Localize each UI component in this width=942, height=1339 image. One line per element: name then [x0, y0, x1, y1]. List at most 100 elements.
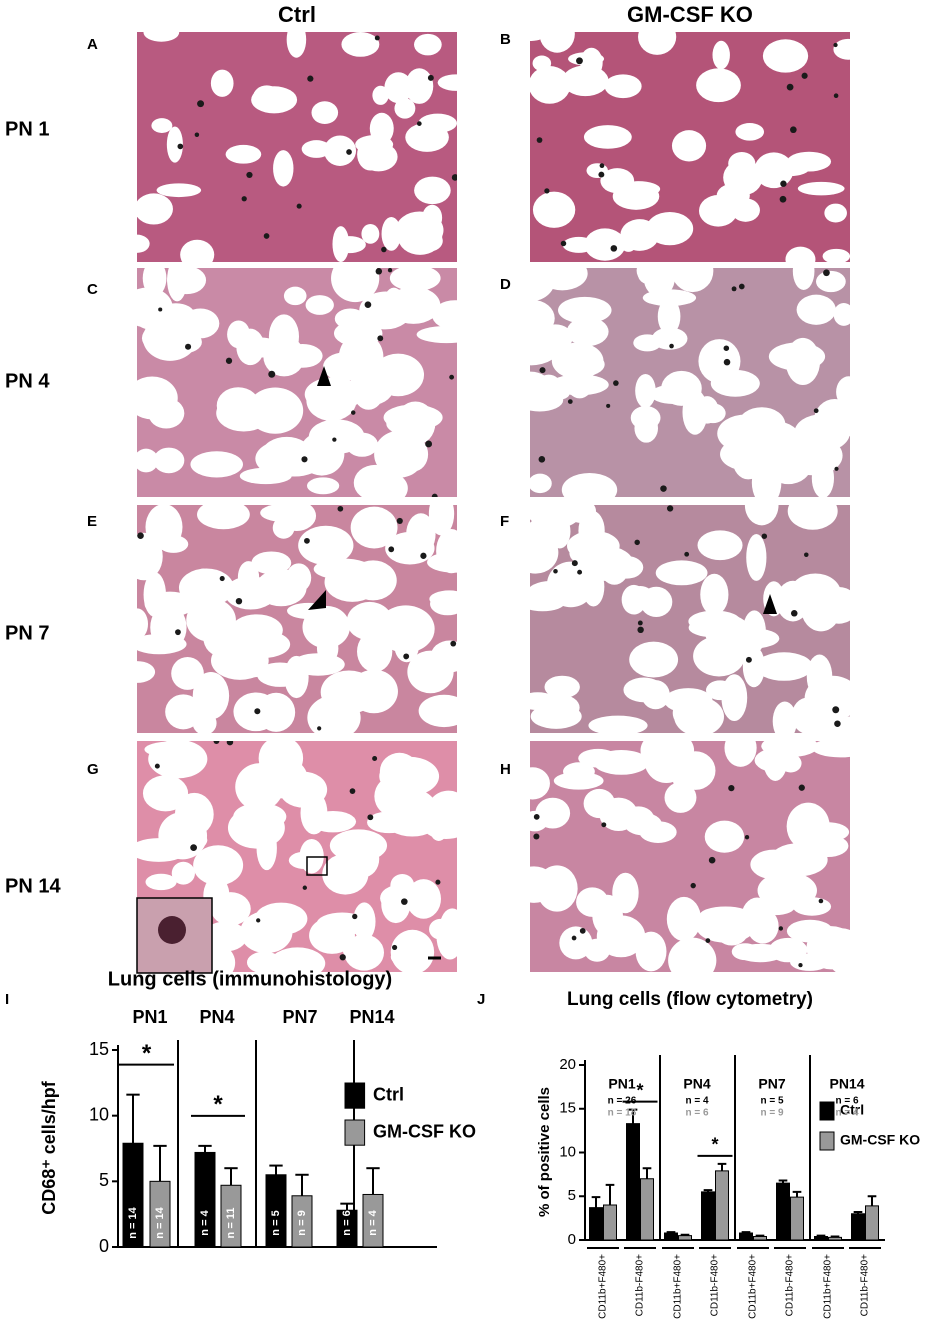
- panel-label: H: [500, 761, 511, 778]
- cell: [723, 345, 730, 351]
- cell: [302, 885, 307, 890]
- y-tick-label: 15: [559, 1100, 576, 1117]
- alveolus: [762, 741, 788, 781]
- alveolus: [746, 533, 767, 581]
- n-label: n = 4: [685, 1096, 709, 1107]
- alveolus: [779, 753, 802, 773]
- column-title: GM-CSF KO: [627, 2, 753, 27]
- cell: [833, 42, 838, 48]
- alveolus: [137, 376, 178, 420]
- bar: [715, 1170, 729, 1241]
- alveolus: [308, 419, 365, 454]
- column-title: Ctrl: [278, 2, 316, 27]
- alveolus: [399, 437, 429, 472]
- panel-label: I: [5, 991, 9, 1008]
- alveolus: [620, 235, 637, 252]
- alveolus: [252, 85, 281, 110]
- alveolus: [578, 510, 605, 551]
- row-label: PN 4: [5, 370, 50, 392]
- cell: [137, 532, 144, 540]
- arrowhead: [308, 590, 326, 610]
- cell: [235, 597, 243, 605]
- x-tick-label: CD11b+F480+: [748, 1254, 759, 1319]
- group-label: PN14: [349, 1007, 394, 1027]
- cell: [539, 367, 546, 374]
- bar: [626, 1123, 640, 1241]
- micrographs: [136, 32, 850, 974]
- bar: [790, 1196, 804, 1241]
- n-label: n = 14: [154, 1206, 166, 1238]
- micrograph: [137, 505, 457, 733]
- alveolus: [712, 40, 730, 70]
- alveolus: [379, 756, 440, 796]
- alveolus: [436, 529, 457, 574]
- alveolus: [143, 32, 180, 42]
- cell: [304, 537, 310, 544]
- cell: [392, 944, 398, 951]
- x-tick-label: CD11b-F480+: [710, 1254, 721, 1317]
- alveolus: [284, 655, 309, 699]
- cell: [367, 814, 374, 821]
- alveolus: [357, 630, 393, 673]
- panel-label: D: [500, 276, 511, 293]
- alveolus: [813, 398, 850, 443]
- cell: [823, 269, 830, 277]
- bar: [828, 1236, 842, 1241]
- alveolus: [167, 268, 207, 295]
- alveolus: [376, 605, 435, 653]
- alveolus: [383, 404, 443, 431]
- alveolus: [251, 551, 292, 575]
- alveolus: [641, 680, 670, 710]
- alveolus: [657, 298, 681, 335]
- alveolus: [171, 829, 208, 851]
- y-tick-label: 0: [568, 1231, 576, 1248]
- cell: [450, 640, 457, 647]
- alveolus: [769, 160, 810, 177]
- alveolus: [277, 505, 317, 531]
- cell: [798, 962, 803, 968]
- cell: [708, 856, 716, 864]
- alveolus: [283, 286, 307, 306]
- alveolus: [530, 32, 546, 41]
- cell: [175, 629, 181, 636]
- alveolus: [789, 842, 815, 864]
- alveolus: [406, 879, 441, 919]
- alveolus: [141, 323, 187, 353]
- alveolus: [697, 530, 743, 561]
- alveolus: [633, 334, 662, 352]
- bar: [701, 1191, 715, 1241]
- alveolus: [791, 697, 826, 733]
- x-tick-label: CD11b+F480+: [598, 1254, 609, 1319]
- alveolus: [384, 72, 413, 104]
- cell: [567, 399, 573, 404]
- cell: [744, 834, 750, 840]
- cell: [745, 656, 752, 663]
- alveolus: [629, 641, 679, 678]
- alveolus: [744, 505, 779, 526]
- group-label: PN7: [282, 1007, 317, 1027]
- alveolus: [349, 669, 398, 714]
- alveolus: [323, 352, 365, 381]
- cell: [669, 343, 674, 349]
- cell: [416, 121, 422, 126]
- bar: [814, 1236, 828, 1241]
- cell: [613, 380, 619, 386]
- alveolus: [604, 74, 642, 99]
- alveolus: [666, 896, 702, 942]
- alveolus: [530, 473, 552, 494]
- alveolus: [165, 694, 202, 730]
- cell: [571, 560, 578, 567]
- row-label: PN 1: [5, 118, 49, 140]
- cell: [666, 505, 674, 512]
- cell: [387, 268, 393, 273]
- alveolus: [429, 918, 452, 940]
- alveolus: [637, 268, 662, 285]
- legend-swatch: [344, 1119, 366, 1146]
- row-label: PN 14: [5, 875, 61, 897]
- panel-label: A: [87, 36, 98, 53]
- alveolus: [301, 140, 332, 158]
- cell: [801, 72, 808, 79]
- n-label: n = 6: [685, 1108, 709, 1119]
- alveolus: [735, 123, 765, 141]
- alveolus: [137, 661, 156, 683]
